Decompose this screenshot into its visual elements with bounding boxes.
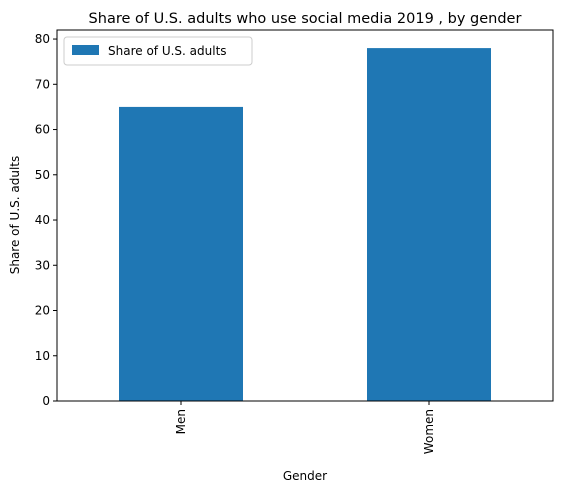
- y-tick-label: 80: [35, 32, 50, 46]
- y-tick-label: 40: [35, 213, 50, 227]
- legend-label: Share of U.S. adults: [108, 44, 227, 58]
- x-axis-label: Gender: [283, 469, 327, 483]
- bars-layer: [119, 48, 491, 401]
- y-tick-label: 70: [35, 77, 50, 91]
- bar-men: [119, 106, 243, 401]
- y-axis-label: Share of U.S. adults: [8, 156, 22, 275]
- y-tick-label: 60: [35, 123, 50, 137]
- y-tick-label: 30: [35, 258, 50, 272]
- y-tick-label: 0: [42, 394, 50, 408]
- plot-frame: [56, 29, 554, 402]
- x-axis-ticks: Men Women: [174, 401, 436, 454]
- legend: Share of U.S. adults: [63, 36, 253, 66]
- x-tick-label: Men: [174, 409, 188, 434]
- legend-box: [63, 36, 253, 66]
- bar-women: [367, 48, 491, 401]
- chart-title: Share of U.S. adults who use social medi…: [89, 11, 522, 27]
- y-tick-label: 10: [35, 349, 50, 363]
- legend-swatch: [72, 45, 99, 55]
- x-tick-label: Women: [422, 409, 436, 454]
- y-axis-ticks: 0 10 20 30 40 50 60 70 80: [35, 32, 57, 408]
- y-tick-label: 20: [35, 304, 50, 318]
- y-tick-label: 50: [35, 168, 50, 182]
